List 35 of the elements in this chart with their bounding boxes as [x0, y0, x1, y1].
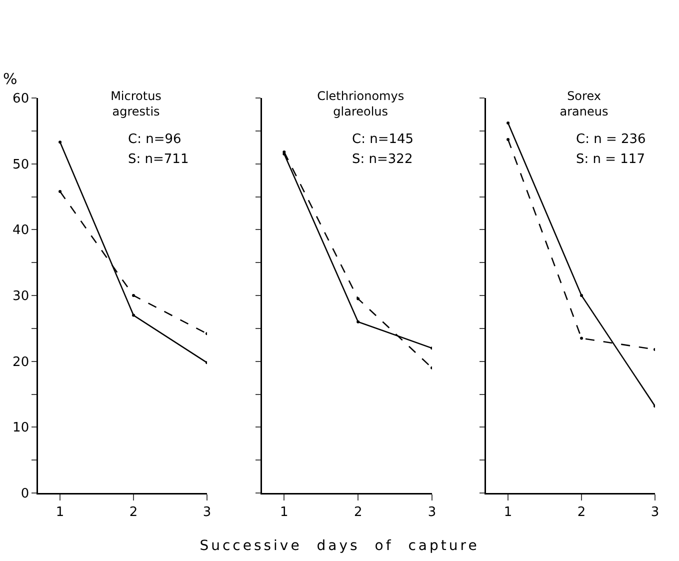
- annotation: S: n=322: [352, 152, 413, 167]
- y-axis-title: %: [3, 70, 18, 88]
- chart-title: Microtus agrestis: [110, 88, 162, 119]
- y-tick-label: 60: [12, 92, 30, 107]
- y-tick-label: 20: [12, 354, 30, 370]
- point: [506, 122, 510, 125]
- x-tick-label: 1: [56, 504, 64, 520]
- annotation: S: n=711: [128, 152, 189, 167]
- point: [580, 336, 584, 340]
- y-tick-label: 50: [12, 157, 30, 172]
- x-tick-label: 2: [577, 504, 586, 520]
- chart-title: Clethrionomys glareolus: [317, 88, 404, 119]
- point: [58, 190, 62, 193]
- x-tick-label: 3: [428, 504, 436, 520]
- annotation: S: n = 117: [576, 152, 645, 167]
- x-tick-label: 3: [650, 504, 660, 520]
- point: [356, 297, 360, 300]
- annotation: C: n = 236: [576, 132, 646, 147]
- point: [506, 138, 510, 141]
- point: [132, 314, 136, 317]
- point: [356, 320, 360, 324]
- x-tick-label: 2: [129, 504, 138, 520]
- y-tick-label: 40: [12, 223, 30, 238]
- x-tick-label: 1: [504, 504, 512, 520]
- x-tick-label: 3: [202, 504, 212, 520]
- chart-title: Sorex araneus: [560, 88, 608, 119]
- y-tick-label: 0: [20, 486, 30, 502]
- x-tick-label: 2: [354, 504, 362, 520]
- y-tick-label: 10: [12, 420, 30, 436]
- y-tick-label: 30: [12, 289, 30, 304]
- annotation: C: n=145: [352, 132, 414, 147]
- x-tick-label: 1: [280, 504, 288, 520]
- point: [58, 140, 62, 144]
- x-axis-title: Successive days of capture: [198, 538, 480, 554]
- annotation: C: n=96: [128, 132, 182, 147]
